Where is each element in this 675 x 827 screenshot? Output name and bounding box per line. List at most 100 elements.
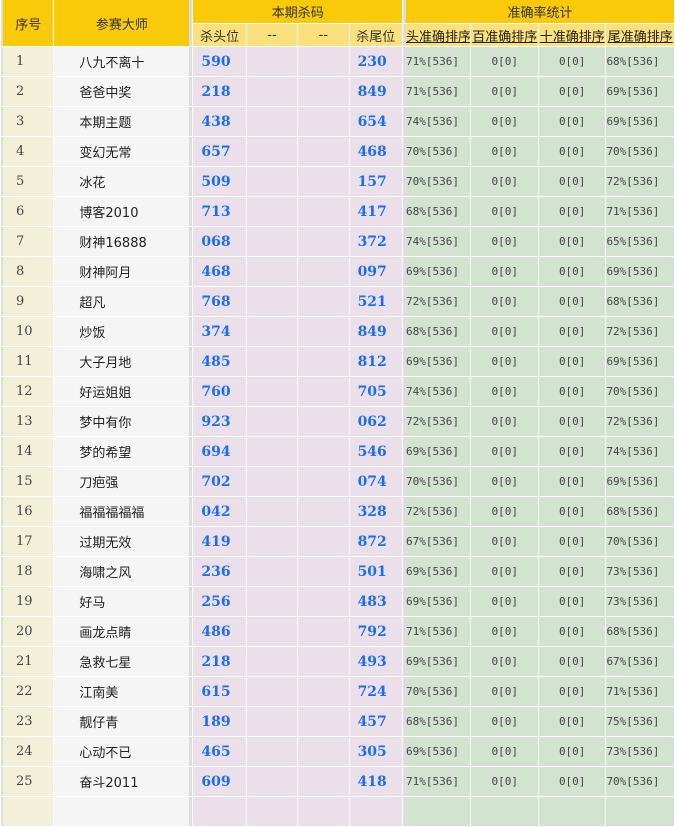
kill-col2 xyxy=(246,197,298,226)
tens-accuracy xyxy=(538,797,606,826)
table-row: 9 超凡 768 521 72%[536] 0[0] 0[0] 68%[536] xyxy=(1,287,674,316)
tail-accuracy: 71%[536] xyxy=(606,197,674,226)
table-row: 24 心动不已 465 305 69%[536] 0[0] 0[0] 73%[536] xyxy=(1,737,674,766)
table-row: 25 奋斗2011 609 418 71%[536] 0[0] 0[0] 70%[536] xyxy=(1,767,674,796)
seq-cell: 8 xyxy=(1,257,54,286)
tail-accuracy: 74%[536] xyxy=(606,437,674,466)
kill-head: 218 xyxy=(193,647,246,676)
hundreds-accuracy: 0[0] xyxy=(471,677,538,706)
tail-accuracy: 65%[536] xyxy=(606,227,674,256)
hundreds-accuracy: 0[0] xyxy=(471,287,538,316)
head-accuracy: 71%[536] xyxy=(402,617,471,646)
sort-link[interactable]: 头准确排序 xyxy=(405,29,471,45)
kill-head: 465 xyxy=(193,737,246,766)
head-accuracy: 67%[536] xyxy=(402,527,471,556)
tail-accuracy: 69%[536] xyxy=(606,257,674,286)
kill-tail xyxy=(349,797,402,826)
head-accuracy: 71%[536] xyxy=(402,47,471,76)
header-kill-col2: -- xyxy=(246,24,298,46)
header-sort-hundreds-accuracy[interactable]: 百准确排序 xyxy=(471,24,538,46)
kill-tail: 501 xyxy=(349,557,402,586)
tens-accuracy: 0[0] xyxy=(538,647,606,676)
kill-head: 923 xyxy=(193,407,246,436)
kill-tail: 872 xyxy=(349,527,402,556)
kill-col2 xyxy=(246,107,298,136)
kill-head: 068 xyxy=(193,227,246,256)
kill-head: 438 xyxy=(193,107,246,136)
tens-accuracy: 0[0] xyxy=(538,437,606,466)
tail-accuracy: 67%[536] xyxy=(606,647,674,676)
kill-col2 xyxy=(246,77,298,106)
kill-col3 xyxy=(298,647,349,676)
kill-head: 657 xyxy=(193,137,246,166)
kill-col2 xyxy=(246,767,298,796)
hundreds-accuracy: 0[0] xyxy=(471,617,538,646)
head-accuracy: 70%[536] xyxy=(402,677,471,706)
table-row: 15 刀疤强 702 074 70%[536] 0[0] 0[0] 69%[536] xyxy=(1,467,674,496)
hundreds-accuracy: 0[0] xyxy=(471,317,538,346)
sort-link[interactable]: 百准确排序 xyxy=(472,29,538,45)
hundreds-accuracy: 0[0] xyxy=(471,197,538,226)
tens-accuracy: 0[0] xyxy=(538,77,606,106)
kill-tail: 417 xyxy=(349,197,402,226)
kill-head: 713 xyxy=(193,197,246,226)
seq-cell: 20 xyxy=(1,617,54,646)
seq-cell: 16 xyxy=(1,497,54,526)
table-row: 12 好运姐姐 760 705 74%[536] 0[0] 0[0] 70%[536] xyxy=(1,377,674,406)
kill-col3 xyxy=(298,197,349,226)
master-name: 海啸之风 xyxy=(54,557,193,586)
tail-accuracy: 68%[536] xyxy=(606,617,674,646)
tens-accuracy: 0[0] xyxy=(538,407,606,436)
kill-head: 468 xyxy=(193,257,246,286)
kill-head: 486 xyxy=(193,617,246,646)
table-row: 3 本期主题 438 654 74%[536] 0[0] 0[0] 69%[536] xyxy=(1,107,674,136)
sort-link[interactable]: 尾准确排序 xyxy=(607,29,673,45)
kill-col3 xyxy=(298,47,349,76)
seq-cell: 1 xyxy=(1,47,54,76)
tail-accuracy: 73%[536] xyxy=(606,587,674,616)
hundreds-accuracy: 0[0] xyxy=(471,77,538,106)
tens-accuracy: 0[0] xyxy=(538,47,606,76)
tail-accuracy: 70%[536] xyxy=(606,767,674,796)
header-sort-head-accuracy[interactable]: 头准确排序 xyxy=(402,24,471,46)
master-name: 好马 xyxy=(54,587,193,616)
kill-col3 xyxy=(298,347,349,376)
master-name: 博客2010 xyxy=(54,197,193,226)
tens-accuracy: 0[0] xyxy=(538,317,606,346)
header-sort-tens-accuracy[interactable]: 十准确排序 xyxy=(538,24,606,46)
seq-cell: 17 xyxy=(1,527,54,556)
tail-accuracy: 72%[536] xyxy=(606,407,674,436)
kill-tail: 493 xyxy=(349,647,402,676)
kill-col2 xyxy=(246,377,298,406)
kill-tail: 654 xyxy=(349,107,402,136)
kill-col2 xyxy=(246,707,298,736)
kill-col2 xyxy=(246,47,298,76)
seq-cell: 3 xyxy=(1,107,54,136)
tail-accuracy: 70%[536] xyxy=(606,527,674,556)
hundreds-accuracy: 0[0] xyxy=(471,707,538,736)
hundreds-accuracy: 0[0] xyxy=(471,47,538,76)
kill-col3 xyxy=(298,167,349,196)
kill-col3 xyxy=(298,107,349,136)
seq-cell: 25 xyxy=(1,767,54,796)
hundreds-accuracy: 0[0] xyxy=(471,107,538,136)
kill-col3 xyxy=(298,617,349,646)
tens-accuracy: 0[0] xyxy=(538,287,606,316)
tail-accuracy: 68%[536] xyxy=(606,47,674,76)
table-row: 17 过期无效 419 872 67%[536] 0[0] 0[0] 70%[536] xyxy=(1,527,674,556)
kill-tail: 521 xyxy=(349,287,402,316)
tens-accuracy: 0[0] xyxy=(538,557,606,586)
tens-accuracy: 0[0] xyxy=(538,167,606,196)
kill-head: 509 xyxy=(193,167,246,196)
kill-col3 xyxy=(298,287,349,316)
kill-head xyxy=(193,797,246,826)
kill-tail: 792 xyxy=(349,617,402,646)
tail-accuracy: 71%[536] xyxy=(606,677,674,706)
kill-col3 xyxy=(298,797,349,826)
header-sort-tail-accuracy[interactable]: 尾准确排序 xyxy=(606,24,674,46)
head-accuracy: 68%[536] xyxy=(402,317,471,346)
kill-col3 xyxy=(298,317,349,346)
tens-accuracy: 0[0] xyxy=(538,497,606,526)
kill-col3 xyxy=(298,437,349,466)
sort-link[interactable]: 十准确排序 xyxy=(539,29,605,45)
